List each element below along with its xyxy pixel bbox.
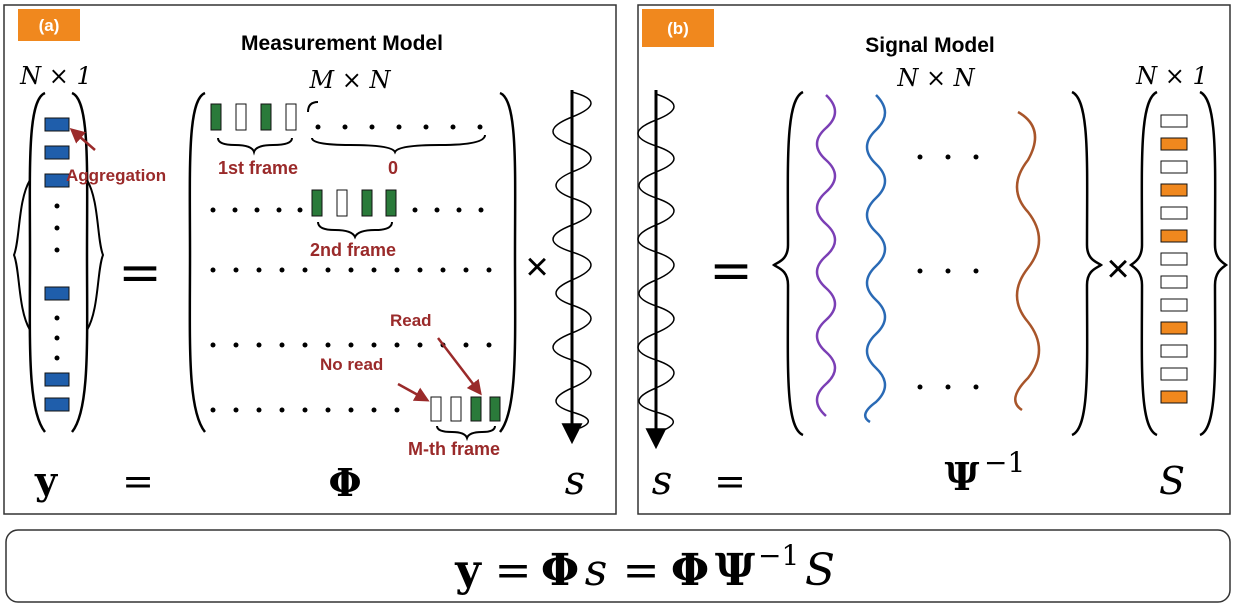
psi-left-brace (771, 90, 804, 437)
S-left-brace (1128, 90, 1158, 437)
panel-a-title: Measurement Model (241, 32, 443, 55)
eq-psi-exponent: −1 (984, 446, 1025, 479)
formula-phi1: Φ (541, 545, 579, 596)
eq-S: S (1159, 459, 1185, 503)
equals-b: = (709, 241, 753, 301)
equals-a: = (118, 243, 162, 303)
aggregation-label: Aggregation (66, 166, 166, 185)
read-label: Read (390, 311, 432, 330)
y-block (44, 173, 70, 188)
no-read-label: No read (320, 355, 383, 374)
phi-row-m: M-th frame (210, 396, 501, 459)
phi-left-paren (188, 91, 206, 433)
y-block (44, 397, 70, 412)
basis-wave-brown (1014, 110, 1041, 412)
formula-S: S (805, 545, 835, 596)
times-a: × (525, 245, 548, 289)
S-right-brace (1199, 90, 1229, 437)
eq-s-b: s (652, 458, 673, 504)
psi-right-brace (1071, 90, 1104, 437)
eq-s-a: s (565, 458, 586, 504)
S-vector-blocks (1160, 114, 1188, 404)
aggregation-arrow (69, 128, 96, 151)
formula-psi: Ψ (715, 545, 755, 596)
basis-wave-blue (863, 94, 887, 424)
psi-dims: N × N (896, 64, 975, 92)
eq-phi: Φ (328, 460, 361, 505)
formula-exponent: −1 (758, 539, 799, 572)
S-dims: N × 1 (1135, 62, 1208, 90)
y-left-paren (28, 91, 46, 433)
signal-wave-a (552, 91, 592, 429)
mth-frame-label: M-th frame (408, 439, 500, 459)
y-block (44, 117, 70, 132)
no-read-arrow (397, 382, 430, 402)
phi-right-paren (499, 91, 517, 433)
panel-b-tag-bg (642, 9, 714, 47)
y-block (44, 286, 70, 301)
phi-dims: M × N (309, 66, 392, 94)
basis-wave-purple (815, 94, 837, 417)
formula-box: y = Φ s = Φ Ψ −1 S (5, 529, 1231, 603)
formula-eq2: = (623, 545, 660, 596)
panel-a-tag: (a) (39, 16, 60, 35)
panel-b-frame (637, 4, 1231, 515)
formula-frame (5, 529, 1231, 603)
formula-s: s (585, 545, 608, 596)
panel-a-tag-bg (18, 9, 80, 41)
phi-row-2: 2nd frame (210, 189, 484, 260)
read-arrow (437, 337, 482, 396)
signal-wave-b (637, 93, 675, 431)
formula-y: y (454, 545, 482, 596)
panel-b-title: Signal Model (865, 34, 995, 57)
panel-a: (a) Measurement Model N × 1 M × N Aggreg… (3, 4, 617, 515)
panel-b: (b) Signal Model N × N N × 1 = × (637, 4, 1231, 515)
eq-y: y (34, 458, 58, 503)
y-right-paren (71, 91, 89, 433)
phi-row-1: 1st frame 0 (210, 101, 486, 178)
y-vector-blocks (44, 117, 70, 412)
formula-phi2: Φ (671, 545, 709, 596)
times-b: × (1106, 247, 1129, 291)
y-block (44, 145, 70, 160)
panel-b-tag: (b) (667, 19, 689, 38)
y-block (44, 372, 70, 387)
y-dims: N × 1 (19, 62, 92, 90)
formula-eq1: = (495, 545, 532, 596)
eq-equals-a: = (122, 459, 154, 503)
eq-equals-b: = (714, 459, 746, 503)
phi-row-3 (210, 267, 492, 273)
zero-label: 0 (388, 158, 398, 178)
second-frame-label: 2nd frame (310, 240, 396, 260)
eq-psi: Ψ (945, 454, 980, 499)
first-frame-label: 1st frame (218, 158, 298, 178)
